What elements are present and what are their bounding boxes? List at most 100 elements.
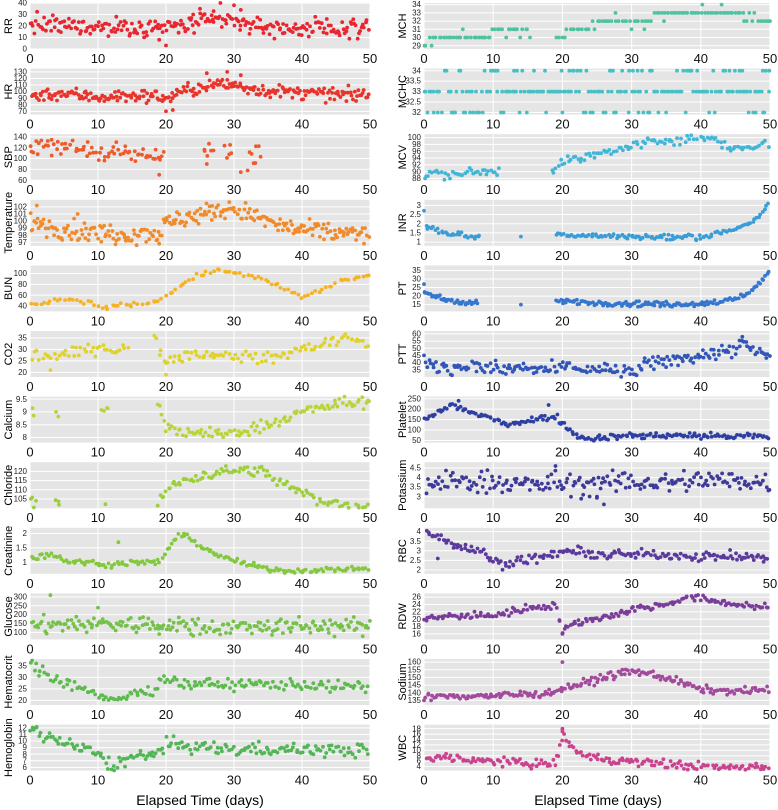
data-point <box>66 223 70 228</box>
x-tick-label: 50 <box>363 510 377 525</box>
data-point <box>441 230 445 235</box>
data-point <box>737 344 742 349</box>
data-point <box>360 395 365 400</box>
x-tick-label: 10 <box>91 117 105 132</box>
data-point <box>613 550 618 555</box>
y-tick-label: 4 <box>417 762 422 771</box>
data-point <box>255 361 260 366</box>
data-point <box>547 687 551 692</box>
data-point <box>183 29 188 34</box>
data-point <box>357 749 361 754</box>
y-tick-label: 50 <box>412 436 421 445</box>
data-point <box>749 689 753 693</box>
data-point <box>451 546 456 550</box>
y-tick-label: 115 <box>14 476 27 485</box>
data-point <box>251 421 256 425</box>
data-point <box>366 568 371 572</box>
y-tick-label: 70 <box>18 107 27 116</box>
data-point <box>258 154 263 159</box>
data-point <box>556 754 561 758</box>
data-point <box>364 747 369 752</box>
data-point <box>100 306 105 310</box>
data-point <box>84 29 89 33</box>
data-point <box>554 606 559 610</box>
y-tick-label: 32.5 <box>405 98 421 107</box>
data-point <box>268 686 273 690</box>
data-point <box>261 31 266 35</box>
data-point <box>659 761 664 766</box>
data-point <box>174 677 179 682</box>
data-point <box>224 464 228 468</box>
data-point <box>170 290 174 295</box>
data-point <box>760 68 765 73</box>
data-point <box>755 765 760 769</box>
data-point <box>456 398 461 403</box>
y-tick-label: 20 <box>412 292 421 301</box>
data-point <box>448 89 453 94</box>
data-point <box>205 547 210 551</box>
data-point <box>665 354 670 359</box>
data-point <box>337 567 342 572</box>
data-point <box>144 30 149 34</box>
data-point <box>759 19 763 23</box>
data-point <box>690 596 695 600</box>
data-point <box>560 660 565 664</box>
x-tick-label: 30 <box>227 510 241 525</box>
data-point <box>57 353 62 358</box>
data-point <box>709 232 714 237</box>
data-point <box>541 603 546 608</box>
data-point <box>91 345 96 350</box>
x-tick-label: 40 <box>295 641 309 656</box>
data-point <box>694 767 699 772</box>
data-point <box>560 738 564 743</box>
data-point <box>664 365 668 370</box>
x-tick-label: 30 <box>624 641 638 656</box>
data-point <box>552 480 556 485</box>
data-point <box>752 432 757 437</box>
data-point <box>536 604 541 608</box>
data-point <box>77 236 82 241</box>
data-point <box>737 481 741 485</box>
data-point <box>158 403 162 408</box>
data-point <box>717 353 721 357</box>
data-point <box>64 226 69 231</box>
data-point <box>463 542 468 547</box>
data-point <box>631 605 635 609</box>
data-point <box>179 683 184 688</box>
points <box>422 398 771 443</box>
data-point <box>250 357 255 361</box>
data-point <box>72 354 77 358</box>
data-point <box>466 235 470 240</box>
data-point <box>141 147 146 152</box>
data-point <box>474 369 479 374</box>
data-point <box>186 743 190 747</box>
y-tick-label: 120 <box>14 74 28 83</box>
points <box>424 464 772 507</box>
data-point <box>309 570 314 574</box>
data-point <box>129 691 134 696</box>
data-point <box>170 108 175 112</box>
data-point <box>333 402 338 406</box>
data-point <box>426 477 430 481</box>
data-point <box>34 725 39 729</box>
data-point <box>111 625 115 630</box>
data-point <box>662 19 666 23</box>
y-tick-label: 1.5 <box>16 544 28 553</box>
data-point <box>133 98 138 103</box>
data-point <box>265 681 270 685</box>
data-point <box>699 437 703 441</box>
data-point <box>259 276 264 281</box>
data-point <box>246 273 251 278</box>
x-tick-label: 20 <box>555 51 569 66</box>
data-point <box>746 766 751 771</box>
data-point <box>55 674 59 678</box>
data-point <box>760 764 764 768</box>
data-point <box>231 206 236 210</box>
data-point <box>517 110 522 115</box>
data-point <box>592 155 597 160</box>
data-point <box>463 110 468 115</box>
data-point <box>175 432 179 437</box>
data-point <box>764 356 769 360</box>
data-point <box>145 33 149 38</box>
data-point <box>555 554 560 559</box>
